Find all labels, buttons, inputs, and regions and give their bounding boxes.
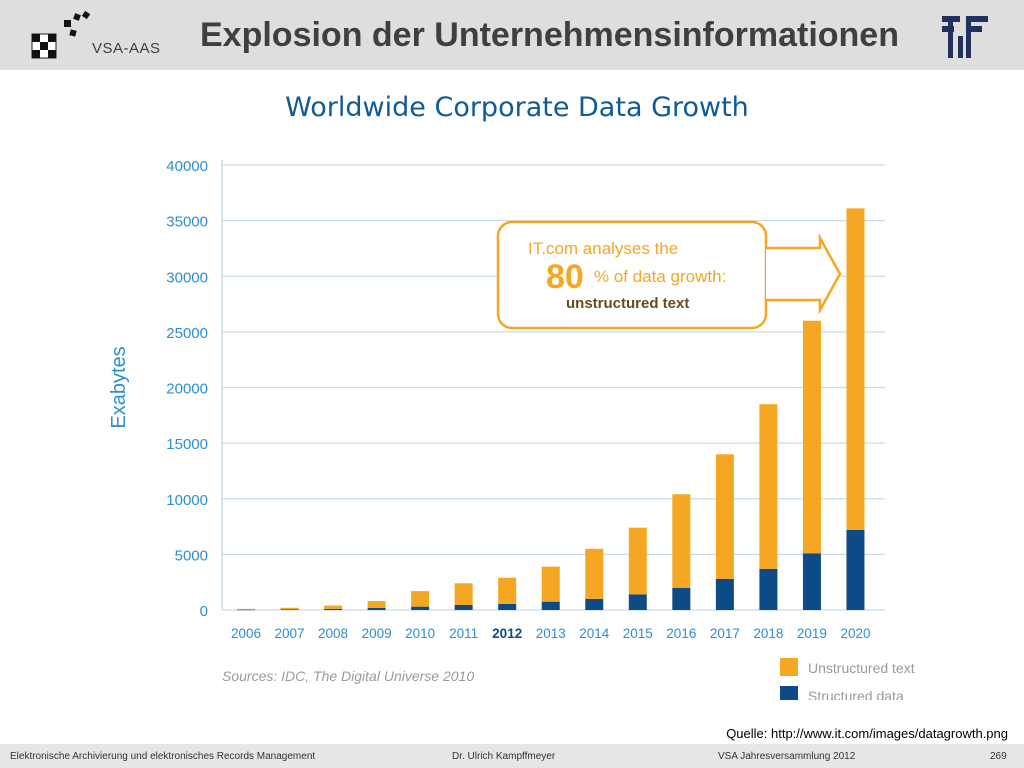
callout-line-2: % of data growth:	[594, 267, 726, 286]
x-tick-label: 2009	[362, 626, 392, 641]
x-tick-label: 2010	[405, 626, 435, 641]
bar-structured-data-2017	[715, 578, 734, 610]
x-tick-label: 2017	[710, 626, 740, 641]
bar-structured-data-2013	[541, 601, 560, 610]
footer-event: VSA Jahresversammlung 2012	[718, 751, 856, 762]
y-tick-label: 0	[200, 603, 208, 620]
x-tick-label: 2018	[753, 626, 783, 641]
x-tick-label: 2006	[231, 626, 261, 641]
bar-unstructured-text-2012	[498, 577, 517, 604]
bar-unstructured-text-2011	[454, 583, 473, 605]
legend-swatch-structured-data	[780, 686, 798, 700]
bar-structured-data-2010	[411, 606, 430, 610]
y-tick-label: 10000	[166, 492, 208, 509]
y-tick-label: 15000	[166, 436, 208, 453]
bar-unstructured-text-2017	[715, 454, 734, 579]
y-tick-label: 5000	[175, 547, 208, 564]
bar-unstructured-text-2006	[237, 608, 255, 610]
bar-unstructured-text-2007	[280, 607, 299, 610]
bar-structured-data-2006	[237, 609, 255, 611]
callout-line-3: unstructured text	[566, 295, 689, 312]
chart-sources: Sources: IDC, The Digital Universe 2010	[222, 668, 474, 684]
y-tick-label: 35000	[166, 214, 208, 231]
source-note: Quelle: http://www.it.com/images/datagro…	[726, 726, 1008, 741]
vsa-logo-icon	[31, 10, 91, 59]
legend-swatch-unstructured-text	[780, 658, 798, 676]
x-tick-label: 2014	[579, 626, 610, 641]
slide-header: VSA-AAS Explosion der Unternehmensinform…	[0, 0, 1024, 70]
callout-arrow	[766, 233, 842, 315]
footer-course: Elektronische Archivierung und elektroni…	[10, 751, 316, 762]
bar-unstructured-text-2014	[585, 548, 604, 599]
slide-title: Explosion der Unternehmensinformationen	[200, 16, 899, 54]
bar-structured-data-2019	[802, 553, 821, 610]
project-consult-logo-icon	[942, 16, 988, 58]
bar-structured-data-2018	[759, 568, 778, 610]
x-tick-label: 2015	[623, 626, 653, 641]
bar-structured-data-2012	[498, 603, 517, 610]
x-tick-label: 2011	[449, 626, 478, 641]
callout-line-1: IT.com analyses the	[528, 239, 678, 258]
bar-structured-data-2015	[628, 594, 647, 610]
bar-unstructured-text-2019	[802, 320, 821, 554]
y-tick-label: 25000	[166, 325, 208, 342]
bar-unstructured-text-2010	[411, 591, 430, 607]
y-tick-label: 30000	[166, 269, 208, 286]
bar-structured-data-2011	[454, 604, 473, 610]
y-tick-label: 20000	[166, 381, 208, 398]
callout-big-number: 80	[546, 258, 584, 296]
x-tick-label: 2016	[666, 626, 696, 641]
x-tick-label: 2013	[536, 626, 566, 641]
y-axis-label: Exabytes	[108, 346, 130, 428]
y-tick-label: 40000	[166, 158, 208, 175]
bar-unstructured-text-2013	[541, 566, 560, 602]
legend-label-structured-data: Structured data	[808, 688, 904, 700]
footer-page-number: 269	[990, 751, 1007, 762]
x-tick-label: 2008	[318, 626, 348, 641]
bar-structured-data-2020	[846, 529, 865, 610]
bar-unstructured-text-2018	[759, 404, 778, 569]
data-growth-chart: Worldwide Corporate Data Growth 0 5000 1000…	[108, 92, 915, 700]
x-tick-label: 2019	[797, 626, 827, 641]
bar-structured-data-2016	[672, 587, 691, 610]
brand-name: VSA-AAS	[92, 40, 161, 57]
bar-unstructured-text-2008	[324, 605, 343, 609]
bar-unstructured-text-2009	[367, 601, 386, 608]
bar-structured-data-2009	[367, 607, 386, 610]
bar-unstructured-text-2015	[628, 527, 647, 595]
bar-structured-data-2007	[280, 609, 299, 610]
bar-structured-data-2008	[324, 608, 343, 610]
bar-unstructured-text-2016	[672, 494, 691, 588]
chart-title: Worldwide Corporate Data Growth	[285, 92, 749, 123]
bar-structured-data-2014	[585, 598, 604, 610]
slide-footer: Elektronische Archivierung und elektroni…	[0, 744, 1024, 768]
footer-author: Dr. Ulrich Kampffmeyer	[452, 751, 556, 762]
x-tick-label: 2007	[275, 626, 305, 641]
bar-unstructured-text-2020	[846, 208, 865, 530]
legend-label-unstructured-text: Unstructured text	[808, 660, 915, 676]
x-tick-label: 2012	[492, 626, 522, 641]
x-tick-label: 2020	[840, 626, 870, 641]
